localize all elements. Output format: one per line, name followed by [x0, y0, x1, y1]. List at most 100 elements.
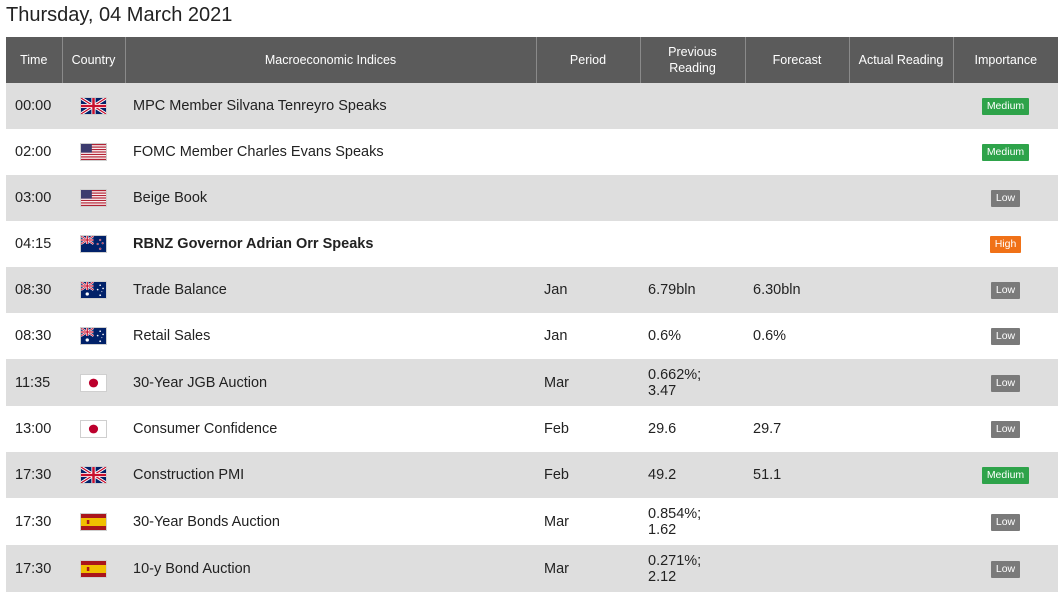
period-cell: [536, 175, 640, 221]
event-name[interactable]: 10-y Bond Auction: [125, 545, 536, 592]
table-row: 17:30 30-Year Bonds Auction Mar 0.854%; 1.…: [6, 498, 1058, 545]
period-cell: Mar: [536, 545, 640, 592]
event-name[interactable]: MPC Member Silvana Tenreyro Speaks: [125, 83, 536, 129]
header-previous-line2: Reading: [669, 61, 716, 75]
period-cell: [536, 221, 640, 267]
importance-badge: Low: [990, 560, 1021, 578]
previous-cell: 0.6%: [640, 313, 745, 359]
importance-cell: Medium: [953, 83, 1058, 129]
importance-badge: Medium: [981, 98, 1030, 115]
previous-cell: 29.6: [640, 406, 745, 452]
table-header-row: Time Country Macroeconomic Indices Perio…: [6, 37, 1058, 83]
previous-cell: [640, 221, 745, 267]
actual-cell: [849, 406, 953, 452]
country-cell: [62, 313, 125, 359]
importance-cell: Low: [953, 313, 1058, 359]
importance-cell: Low: [953, 406, 1058, 452]
header-previous-line1: Previous: [668, 45, 717, 59]
importance-badge: Low: [990, 190, 1021, 207]
economic-calendar-table: Time Country Macroeconomic Indices Perio…: [6, 37, 1058, 592]
time-cell: 11:35: [6, 359, 62, 406]
period-cell: Jan: [536, 267, 640, 313]
event-name[interactable]: FOMC Member Charles Evans Speaks: [125, 129, 536, 175]
previous-cell: 0.662%; 3.47: [640, 359, 745, 406]
header-period: Period: [536, 37, 641, 83]
forecast-cell: 29.7: [745, 406, 849, 452]
importance-cell: Low: [953, 498, 1058, 545]
period-cell: Feb: [536, 406, 640, 452]
importance-cell: Low: [953, 545, 1058, 592]
event-name[interactable]: Trade Balance: [125, 267, 536, 313]
jp-flag-icon: [80, 373, 107, 392]
period-cell: Feb: [536, 452, 640, 498]
previous-cell: 6.79bln: [640, 267, 745, 313]
time-cell: 17:30: [6, 452, 62, 498]
previous-cell: 49.2: [640, 452, 745, 498]
period-cell: Mar: [536, 359, 640, 406]
es-flag-icon: [80, 512, 107, 531]
country-cell: [62, 267, 125, 313]
event-name[interactable]: 30-Year JGB Auction: [125, 359, 536, 406]
forecast-cell: 6.30bln: [745, 267, 849, 313]
header-indices: Macroeconomic Indices: [125, 37, 537, 83]
actual-cell: [849, 175, 953, 221]
time-cell: 03:00: [6, 175, 62, 221]
event-name[interactable]: Consumer Confidence: [125, 406, 536, 452]
table-row: 17:30 Construction PMI Feb 49.2 51.1 Medium: [6, 452, 1058, 498]
table-row: 13:00 Consumer Confidence Feb 29.6 29.7 Low: [6, 406, 1058, 452]
importance-cell: Medium: [953, 452, 1058, 498]
country-cell: [62, 129, 125, 175]
event-name[interactable]: 30-Year Bonds Auction: [125, 498, 536, 545]
forecast-cell: [745, 129, 849, 175]
country-cell: [62, 221, 125, 267]
country-cell: [62, 406, 125, 452]
previous-cell: [640, 175, 745, 221]
actual-cell: [849, 359, 953, 406]
date-title: Thursday, 04 March 2021: [6, 4, 233, 26]
period-cell: Mar: [536, 498, 640, 545]
au-flag-icon: [80, 327, 107, 345]
country-cell: [62, 452, 125, 498]
country-cell: [62, 359, 125, 406]
previous-cell: 0.271%; 2.12: [640, 545, 745, 592]
importance-cell: High: [953, 221, 1058, 267]
table-row: 08:30 Retail Sales Jan 0.6% 0.6% Low: [6, 313, 1058, 359]
event-name[interactable]: Retail Sales: [125, 313, 536, 359]
event-name[interactable]: RBNZ Governor Adrian Orr Speaks: [125, 221, 536, 267]
header-importance: Importance: [953, 37, 1058, 83]
header-forecast: Forecast: [745, 37, 850, 83]
jp-flag-icon: [80, 420, 107, 438]
table-row: 02:00 FOMC Member Charles Evans Speaks Me…: [6, 129, 1058, 175]
table-row: 03:00 Beige Book Low: [6, 175, 1058, 221]
actual-cell: [849, 545, 953, 592]
forecast-cell: 0.6%: [745, 313, 849, 359]
time-cell: 13:00: [6, 406, 62, 452]
uk-flag-icon: [80, 97, 107, 115]
importance-badge: Medium: [981, 144, 1030, 161]
time-cell: 08:30: [6, 313, 62, 359]
es-flag-icon: [80, 559, 107, 578]
forecast-cell: 51.1: [745, 452, 849, 498]
time-cell: 08:30: [6, 267, 62, 313]
event-name[interactable]: Construction PMI: [125, 452, 536, 498]
period-cell: [536, 83, 640, 129]
importance-cell: Low: [953, 175, 1058, 221]
actual-cell: [849, 498, 953, 545]
period-cell: [536, 129, 640, 175]
table-row: 08:30 Trade Balance Jan 6.79bln 6.30bln Low: [6, 267, 1058, 313]
country-cell: [62, 175, 125, 221]
header-actual: Actual Reading: [849, 37, 954, 83]
importance-badge: Low: [990, 374, 1021, 392]
table-row: 04:15 RBNZ Governor Adrian Orr Speaks Hig…: [6, 221, 1058, 267]
previous-cell: [640, 83, 745, 129]
time-cell: 17:30: [6, 545, 62, 592]
time-cell: 02:00: [6, 129, 62, 175]
header-country: Country: [62, 37, 126, 83]
table-row: 11:35 30-Year JGB Auction Mar 0.662%; 3.47…: [6, 359, 1058, 406]
table-row: 17:30 10-y Bond Auction Mar 0.271%; 2.12 Lo…: [6, 545, 1058, 592]
nz-flag-icon: [80, 235, 107, 253]
forecast-cell: [745, 221, 849, 267]
country-cell: [62, 545, 125, 592]
header-previous: Previous Reading: [640, 37, 746, 83]
event-name[interactable]: Beige Book: [125, 175, 536, 221]
